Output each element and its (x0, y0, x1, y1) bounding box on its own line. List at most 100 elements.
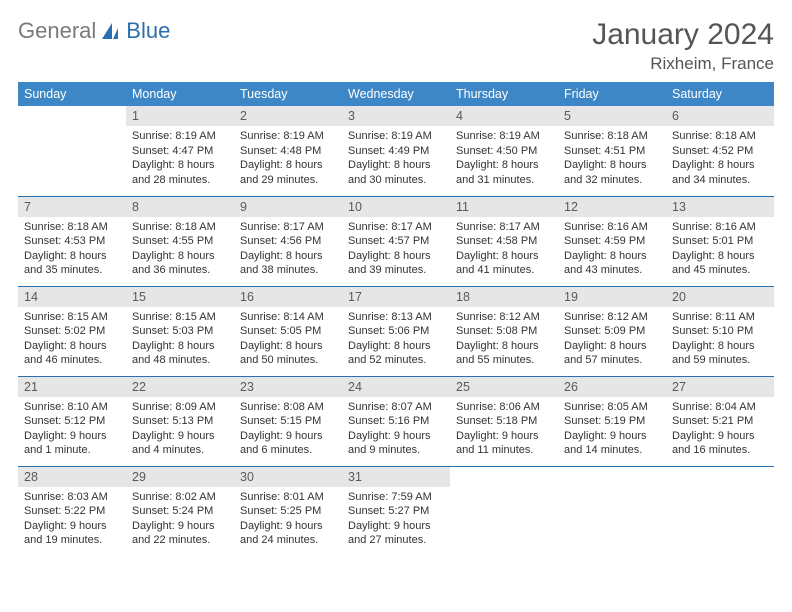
daylight-line: Daylight: 8 hours and 55 minutes. (456, 339, 552, 368)
daylight-line: Daylight: 8 hours and 50 minutes. (240, 339, 336, 368)
sunset-line: Sunset: 5:24 PM (132, 504, 228, 519)
day-number: 17 (342, 287, 450, 307)
page-header: General Blue January 2024 Rixheim, Franc… (18, 18, 774, 74)
day-details: Sunrise: 8:19 AMSunset: 4:48 PMDaylight:… (234, 126, 342, 191)
daylight-line: Daylight: 9 hours and 4 minutes. (132, 429, 228, 458)
day-details: Sunrise: 8:15 AMSunset: 5:03 PMDaylight:… (126, 307, 234, 372)
day-number: 10 (342, 197, 450, 217)
sunset-line: Sunset: 5:01 PM (672, 234, 768, 249)
day-details: Sunrise: 8:14 AMSunset: 5:05 PMDaylight:… (234, 307, 342, 372)
sunrise-line: Sunrise: 8:18 AM (132, 220, 228, 235)
sunrise-line: Sunrise: 8:19 AM (456, 129, 552, 144)
calendar-cell: 19Sunrise: 8:12 AMSunset: 5:09 PMDayligh… (558, 286, 666, 376)
sunset-line: Sunset: 4:47 PM (132, 144, 228, 159)
sunrise-line: Sunrise: 8:03 AM (24, 490, 120, 505)
sunrise-line: Sunrise: 8:19 AM (348, 129, 444, 144)
sunset-line: Sunset: 5:08 PM (456, 324, 552, 339)
sunrise-line: Sunrise: 8:01 AM (240, 490, 336, 505)
day-details: Sunrise: 8:17 AMSunset: 4:57 PMDaylight:… (342, 217, 450, 282)
sunrise-line: Sunrise: 8:12 AM (564, 310, 660, 325)
day-number: 29 (126, 467, 234, 487)
day-details: Sunrise: 8:08 AMSunset: 5:15 PMDaylight:… (234, 397, 342, 462)
sunrise-line: Sunrise: 8:09 AM (132, 400, 228, 415)
sunrise-line: Sunrise: 8:10 AM (24, 400, 120, 415)
calendar-cell: 21Sunrise: 8:10 AMSunset: 5:12 PMDayligh… (18, 376, 126, 466)
title-block: January 2024 Rixheim, France (592, 18, 774, 74)
calendar-body: 0 1Sunrise: 8:19 AMSunset: 4:47 PMDaylig… (18, 106, 774, 556)
weekday-header: Monday (126, 82, 234, 106)
calendar-cell: 16Sunrise: 8:14 AMSunset: 5:05 PMDayligh… (234, 286, 342, 376)
daylight-line: Daylight: 9 hours and 14 minutes. (564, 429, 660, 458)
weekday-header: Friday (558, 82, 666, 106)
day-details: Sunrise: 8:10 AMSunset: 5:12 PMDaylight:… (18, 397, 126, 462)
day-number: 21 (18, 377, 126, 397)
calendar-cell: 12Sunrise: 8:16 AMSunset: 4:59 PMDayligh… (558, 196, 666, 286)
calendar-cell: 8Sunrise: 8:18 AMSunset: 4:55 PMDaylight… (126, 196, 234, 286)
location-subtitle: Rixheim, France (592, 54, 774, 74)
day-details: Sunrise: 8:16 AMSunset: 5:01 PMDaylight:… (666, 217, 774, 282)
daylight-line: Daylight: 8 hours and 31 minutes. (456, 158, 552, 187)
day-number: 7 (18, 197, 126, 217)
day-details: Sunrise: 8:04 AMSunset: 5:21 PMDaylight:… (666, 397, 774, 462)
daylight-line: Daylight: 9 hours and 27 minutes. (348, 519, 444, 548)
day-details: Sunrise: 8:18 AMSunset: 4:52 PMDaylight:… (666, 126, 774, 191)
day-number: 6 (666, 106, 774, 126)
sunrise-line: Sunrise: 8:06 AM (456, 400, 552, 415)
sunset-line: Sunset: 4:51 PM (564, 144, 660, 159)
weekday-header-row: SundayMondayTuesdayWednesdayThursdayFrid… (18, 82, 774, 106)
day-number: 8 (126, 197, 234, 217)
calendar-row: 21Sunrise: 8:10 AMSunset: 5:12 PMDayligh… (18, 376, 774, 466)
day-number: 20 (666, 287, 774, 307)
day-details: Sunrise: 8:12 AMSunset: 5:08 PMDaylight:… (450, 307, 558, 372)
daylight-line: Daylight: 8 hours and 59 minutes. (672, 339, 768, 368)
sunrise-line: Sunrise: 8:15 AM (24, 310, 120, 325)
sunrise-line: Sunrise: 8:17 AM (456, 220, 552, 235)
day-number: 30 (234, 467, 342, 487)
calendar-cell: 11Sunrise: 8:17 AMSunset: 4:58 PMDayligh… (450, 196, 558, 286)
sunset-line: Sunset: 5:25 PM (240, 504, 336, 519)
sunrise-line: Sunrise: 8:14 AM (240, 310, 336, 325)
sunrise-line: Sunrise: 8:07 AM (348, 400, 444, 415)
calendar-cell: 6Sunrise: 8:18 AMSunset: 4:52 PMDaylight… (666, 106, 774, 196)
calendar-cell: 3Sunrise: 8:19 AMSunset: 4:49 PMDaylight… (342, 106, 450, 196)
day-details: Sunrise: 8:11 AMSunset: 5:10 PMDaylight:… (666, 307, 774, 372)
day-number: 31 (342, 467, 450, 487)
weekday-header: Saturday (666, 82, 774, 106)
daylight-line: Daylight: 8 hours and 41 minutes. (456, 249, 552, 278)
calendar-row: 7Sunrise: 8:18 AMSunset: 4:53 PMDaylight… (18, 196, 774, 286)
day-number: 25 (450, 377, 558, 397)
sunset-line: Sunset: 5:10 PM (672, 324, 768, 339)
daylight-line: Daylight: 8 hours and 38 minutes. (240, 249, 336, 278)
sunrise-line: Sunrise: 8:18 AM (564, 129, 660, 144)
daylight-line: Daylight: 9 hours and 6 minutes. (240, 429, 336, 458)
day-details: Sunrise: 8:17 AMSunset: 4:58 PMDaylight:… (450, 217, 558, 282)
day-number: 14 (18, 287, 126, 307)
sunset-line: Sunset: 5:12 PM (24, 414, 120, 429)
calendar-cell: 30Sunrise: 8:01 AMSunset: 5:25 PMDayligh… (234, 466, 342, 556)
sunset-line: Sunset: 4:50 PM (456, 144, 552, 159)
day-number: 23 (234, 377, 342, 397)
day-details: Sunrise: 8:19 AMSunset: 4:49 PMDaylight:… (342, 126, 450, 191)
daylight-line: Daylight: 8 hours and 28 minutes. (132, 158, 228, 187)
sunset-line: Sunset: 4:49 PM (348, 144, 444, 159)
sunset-line: Sunset: 4:55 PM (132, 234, 228, 249)
daylight-line: Daylight: 8 hours and 29 minutes. (240, 158, 336, 187)
logo: General Blue (18, 18, 170, 44)
calendar-cell: 0 (666, 466, 774, 556)
sunset-line: Sunset: 4:56 PM (240, 234, 336, 249)
day-details: Sunrise: 8:16 AMSunset: 4:59 PMDaylight:… (558, 217, 666, 282)
sunrise-line: Sunrise: 8:05 AM (564, 400, 660, 415)
calendar-cell: 0 (450, 466, 558, 556)
sunset-line: Sunset: 5:19 PM (564, 414, 660, 429)
sunset-line: Sunset: 4:52 PM (672, 144, 768, 159)
daylight-line: Daylight: 8 hours and 46 minutes. (24, 339, 120, 368)
day-details: Sunrise: 8:06 AMSunset: 5:18 PMDaylight:… (450, 397, 558, 462)
daylight-line: Daylight: 8 hours and 32 minutes. (564, 158, 660, 187)
daylight-line: Daylight: 9 hours and 19 minutes. (24, 519, 120, 548)
sunrise-line: Sunrise: 8:11 AM (672, 310, 768, 325)
day-number: 24 (342, 377, 450, 397)
sunset-line: Sunset: 5:13 PM (132, 414, 228, 429)
weekday-header: Sunday (18, 82, 126, 106)
day-number: 28 (18, 467, 126, 487)
calendar-row: 28Sunrise: 8:03 AMSunset: 5:22 PMDayligh… (18, 466, 774, 556)
